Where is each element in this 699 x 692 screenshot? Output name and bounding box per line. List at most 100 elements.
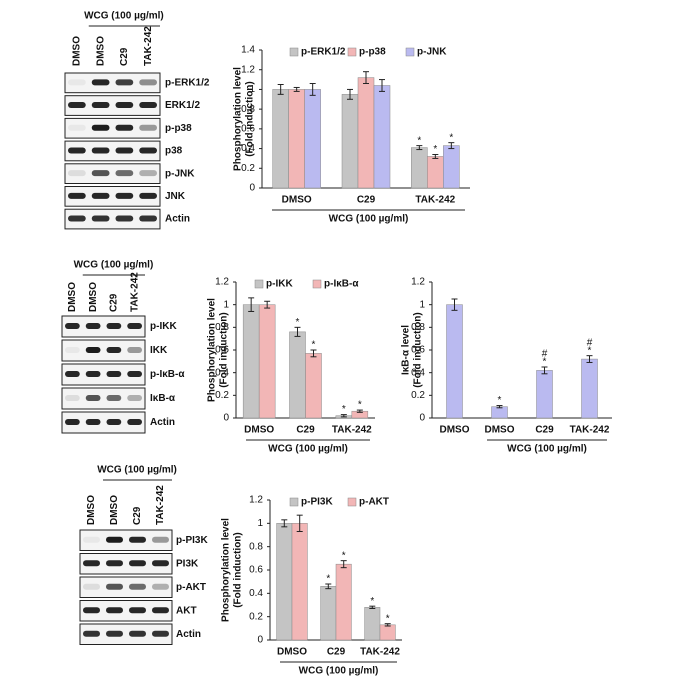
x-tick-label: TAK-242	[360, 647, 400, 658]
y-axis-label: Phosphorylation level	[233, 67, 244, 171]
legend-swatch	[347, 47, 357, 57]
y-axis-label: Phosphorylation level	[221, 518, 232, 622]
band	[106, 395, 122, 401]
band	[152, 536, 169, 543]
blot-frame	[61, 339, 146, 362]
significance-mark: *	[588, 345, 592, 356]
band	[129, 560, 146, 567]
blot-header: WCG (100 µg/ml)	[97, 465, 177, 476]
band	[83, 536, 100, 543]
band	[127, 371, 142, 377]
bar	[491, 406, 508, 419]
y-tick-label: 1.2	[249, 495, 263, 506]
lane-label: DMSO	[86, 495, 97, 525]
bar	[288, 89, 305, 189]
row-label: IKK	[150, 345, 168, 356]
y-tick-label: 0.6	[215, 345, 229, 356]
significance-mark: *	[417, 135, 421, 146]
band	[115, 124, 134, 131]
band	[115, 170, 134, 177]
x-tick-label: C29	[296, 425, 315, 436]
significance-mark: *	[498, 395, 502, 406]
band	[115, 102, 134, 109]
lane-label: DMSO	[72, 36, 83, 66]
significance-mark: *	[342, 404, 346, 415]
row-label: Actin	[176, 629, 201, 640]
y-axis-label: IκB-α level	[401, 325, 412, 375]
band	[65, 371, 80, 377]
bar	[364, 607, 381, 641]
band	[68, 170, 86, 177]
band	[139, 124, 157, 131]
band	[106, 630, 123, 637]
blot-frame	[79, 529, 173, 551]
legend-label: p-AKT	[359, 497, 389, 508]
y-axis-label: (Fold induction)	[413, 312, 424, 388]
y-tick-label: 1	[257, 518, 263, 529]
bar	[335, 563, 352, 641]
y-tick-label: 1.2	[215, 277, 229, 288]
bar	[379, 624, 396, 641]
band	[91, 192, 110, 199]
band	[91, 215, 110, 222]
bar	[357, 77, 375, 189]
row-label: JNK	[165, 191, 186, 202]
y-axis-label: (Fold induction)	[233, 532, 244, 608]
band	[115, 215, 134, 222]
band	[129, 607, 146, 614]
blot-frame	[64, 163, 161, 185]
legend-swatch	[405, 47, 415, 57]
band	[127, 323, 142, 329]
blot-frame	[61, 363, 146, 386]
band	[68, 147, 86, 154]
blot-frame	[79, 623, 173, 645]
bar	[443, 145, 460, 189]
row-label: p38	[165, 146, 183, 157]
bar	[276, 523, 293, 641]
y-tick-label: 0	[223, 413, 229, 424]
bar	[373, 85, 391, 189]
x-tick-label: C29	[357, 195, 376, 206]
row-label: ERK1/2	[165, 100, 200, 111]
legend-label: p-IκB-α	[324, 279, 359, 290]
bar	[341, 94, 359, 189]
band	[106, 323, 122, 329]
band	[85, 395, 101, 401]
x-axis-label: WCG (100 µg/ml)	[329, 214, 409, 225]
significance-mark: *	[296, 317, 300, 328]
blot-frame	[64, 72, 161, 94]
lane-label: C29	[119, 47, 130, 66]
y-tick-label: 1	[223, 299, 229, 310]
row-label: p-PI3K	[176, 535, 208, 546]
band	[85, 419, 101, 425]
row-label: Actin	[150, 417, 175, 428]
band	[115, 192, 134, 199]
band	[127, 419, 142, 425]
row-label: p-AKT	[176, 582, 206, 593]
x-tick-label: TAK-242	[570, 425, 610, 436]
legend-label: p-JNK	[417, 47, 447, 58]
band	[83, 583, 100, 590]
x-tick-label: DMSO	[277, 647, 307, 658]
y-tick-label: 0.2	[241, 163, 255, 174]
significance-mark: *	[312, 340, 316, 351]
legend-swatch	[347, 497, 357, 507]
bar	[305, 353, 322, 419]
x-tick-label: DMSO	[244, 425, 274, 436]
lane-label: DMSO	[67, 282, 78, 312]
band	[91, 124, 110, 131]
x-tick-label: DMSO	[440, 425, 470, 436]
band	[106, 607, 123, 614]
bar	[536, 370, 553, 419]
band	[139, 79, 157, 86]
band	[152, 607, 169, 614]
band	[83, 630, 100, 637]
significance-mark: *	[543, 357, 547, 368]
band	[106, 536, 123, 543]
y-tick-label: 1.4	[241, 45, 255, 56]
blot-frame	[61, 387, 146, 410]
y-tick-label: 0	[257, 635, 263, 646]
band	[91, 170, 110, 177]
blot-frame	[61, 411, 146, 434]
